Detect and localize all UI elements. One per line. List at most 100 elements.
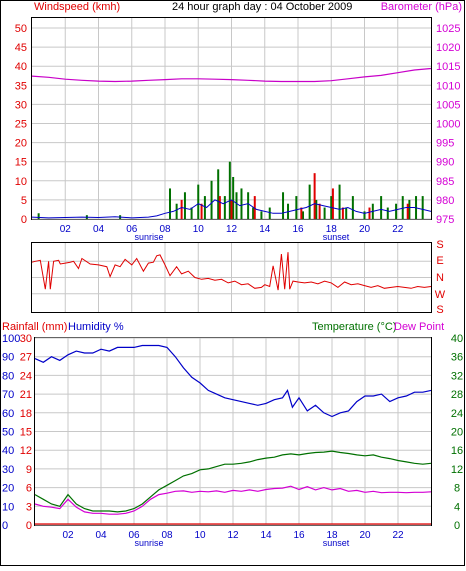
average-wind-line (31, 199, 432, 219)
temperature-tick-label: 24 (451, 408, 463, 420)
temperature-time-ticks: 02 04 06 08 10 12 14 16 18 20 22 (62, 530, 404, 541)
temperature-tick-label: 32 (451, 370, 463, 382)
wind-panel-grid (32, 18, 431, 220)
graph-title: 24 hour graph day : 04 October 2009 (172, 1, 352, 13)
humidity-tick-label: 40 (2, 445, 14, 457)
barometer-tick-label: 980 (436, 195, 454, 207)
temperature-panel-grid (35, 337, 431, 526)
time-tick-label: 16 (292, 224, 304, 235)
time-tick-label: 04 (93, 224, 105, 235)
time-tick-label: 20 (359, 530, 371, 541)
time-tick-label: 08 (161, 530, 173, 541)
direction-label: S (436, 304, 443, 316)
barometer-tick-label: 1000 (436, 119, 460, 131)
temperature-tick-label: 28 (451, 389, 463, 401)
barometer-ticks: 975 980 985 990 995 1000 1005 1010 1015 1020 1025 (436, 23, 460, 226)
rainfall-axis-label: Rainfall (mm) (2, 321, 67, 333)
humidity-tick-label: 80 (2, 370, 14, 382)
wind-tick-label: 5 (21, 195, 27, 207)
humidity-tick-label: 70 (2, 389, 14, 401)
rain-tick-label: 12 (20, 445, 32, 457)
pressure-line (31, 67, 432, 83)
wind-tick-label: 45 (15, 42, 27, 54)
time-tick-label: 18 (326, 224, 338, 235)
temperature-tick-label: 8 (454, 483, 460, 495)
barometer-tick-label: 1010 (436, 80, 460, 92)
temperature-ticks: 0 4 8 12 16 20 24 28 32 36 40 (451, 333, 463, 532)
wind-tick-label: 10 (15, 176, 27, 188)
time-tick-label: 12 (227, 530, 239, 541)
wind-tick-label: 50 (15, 23, 27, 35)
wind-tick-label: 15 (15, 157, 27, 169)
wind-tick-label: 30 (15, 99, 27, 111)
sunset-label-bottom: sunset (323, 538, 350, 548)
temperature-axis-label: Temperature (°C) (312, 321, 396, 333)
time-tick-label: 06 (128, 530, 140, 541)
wind-tick-label: 20 (15, 138, 27, 150)
humidity-tick-label: 60 (2, 408, 14, 420)
sunset-label-top: sunset (323, 232, 350, 242)
gust-bars (37, 161, 424, 219)
rain-tick-label: 30 (20, 333, 32, 345)
time-tick-label: 12 (226, 224, 238, 235)
temperature-tick-label: 20 (451, 427, 463, 439)
rain-tick-label: 9 (26, 464, 32, 476)
time-tick-label: 02 (62, 530, 74, 541)
dewpoint-axis-label: Dew Point (394, 321, 444, 333)
time-tick-label: 10 (193, 224, 205, 235)
rain-tick-label: 27 (20, 352, 32, 364)
direction-label: W (435, 289, 446, 301)
rain-tick-label: 0 (26, 520, 32, 532)
barometer-tick-label: 990 (436, 157, 454, 169)
wind-tick-label: 25 (15, 119, 27, 131)
wind-axis-label: Windspeed (kmh) (34, 1, 120, 13)
humidity-tick-label: 50 (2, 427, 14, 439)
wind-tick-label: 35 (15, 80, 27, 92)
rain-tick-label: 6 (26, 483, 32, 495)
temperature-tick-label: 16 (451, 445, 463, 457)
direction-panel-grid (32, 243, 431, 312)
direction-label: S (436, 239, 443, 251)
humidity-tick-label: 30 (2, 464, 14, 476)
humidity-tick-label: 0 (2, 520, 8, 532)
barometer-tick-label: 995 (436, 138, 454, 150)
humidity-tick-label: 100 (2, 333, 20, 345)
barometer-tick-label: 1015 (436, 61, 460, 73)
barometer-tick-label: 1020 (436, 42, 460, 54)
time-tick-label: 14 (260, 530, 272, 541)
time-tick-label: 06 (126, 224, 138, 235)
time-tick-label: 18 (326, 530, 338, 541)
humidity-line (34, 344, 432, 418)
time-tick-label: 02 (60, 224, 72, 235)
time-tick-label: 08 (159, 224, 171, 235)
barometer-tick-label: 1025 (436, 23, 460, 35)
humidity-tick-label: 20 (2, 483, 14, 495)
barometer-tick-label: 975 (436, 214, 454, 226)
humidity-tick-label: 10 (2, 501, 14, 513)
humidity-axis-label: Humidity % (68, 321, 124, 333)
dewpoint-line (34, 485, 432, 515)
direction-label: E (436, 255, 443, 267)
sunrise-label-bottom: sunrise (134, 538, 163, 548)
time-tick-label: 16 (293, 530, 305, 541)
barometer-tick-label: 1005 (436, 99, 460, 111)
temperature-tick-label: 12 (451, 464, 463, 476)
time-tick-label: 22 (392, 530, 404, 541)
time-tick-label: 14 (259, 224, 271, 235)
wind-tick-label: 40 (15, 61, 27, 73)
rain-tick-label: 15 (20, 427, 32, 439)
wind-speed-ticks: 0 5 10 15 20 25 30 35 40 45 50 (15, 23, 27, 226)
humidity-rain-ticks: 0 10 20 30 40 50 60 70 80 90 100 0 3 6 9 12 15 18 21 24 27 30 (2, 333, 32, 532)
time-tick-label: 22 (392, 224, 404, 235)
time-tick-label: 10 (194, 530, 206, 541)
wind-tick-label: 0 (21, 214, 27, 226)
barometer-tick-label: 985 (436, 176, 454, 188)
wind-time-ticks: 02 04 06 08 10 12 14 16 18 20 22 (60, 224, 404, 235)
temperature-tick-label: 40 (451, 333, 463, 345)
rain-tick-label: 3 (26, 501, 32, 513)
sunrise-label-top: sunrise (134, 232, 163, 242)
wind-direction-line (31, 252, 432, 291)
temperature-tick-label: 36 (451, 352, 463, 364)
